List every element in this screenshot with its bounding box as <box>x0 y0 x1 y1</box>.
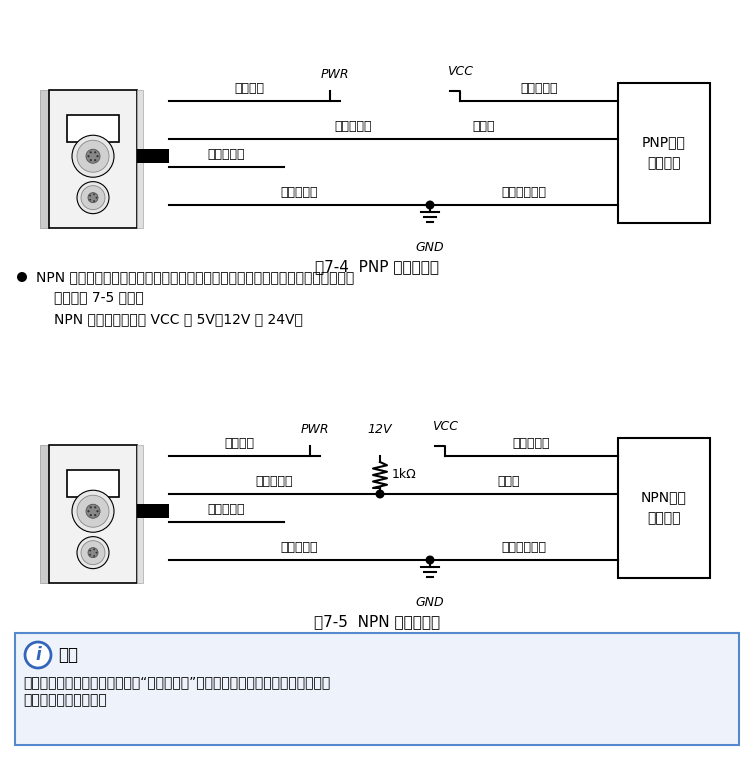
Circle shape <box>72 490 114 532</box>
Bar <box>137 504 169 518</box>
Text: 设备电源地: 设备电源地 <box>280 186 318 199</box>
Bar <box>618 83 710 223</box>
Circle shape <box>94 159 97 161</box>
Text: 差分输入负: 差分输入负 <box>208 148 245 161</box>
Text: 信号线: 信号线 <box>498 475 520 488</box>
Text: 信号线: 信号线 <box>472 120 495 133</box>
Text: 差分输入负: 差分输入负 <box>208 503 245 516</box>
Circle shape <box>96 552 97 553</box>
Text: PWR: PWR <box>301 423 329 436</box>
Text: 信号源电源: 信号源电源 <box>520 82 558 95</box>
Bar <box>137 90 143 228</box>
Circle shape <box>93 194 95 195</box>
Circle shape <box>93 555 95 557</box>
Circle shape <box>90 506 92 509</box>
Text: i: i <box>35 646 41 664</box>
Bar <box>40 90 49 228</box>
Circle shape <box>93 200 95 202</box>
Circle shape <box>94 151 97 153</box>
Text: NPN型单
端信号源: NPN型单 端信号源 <box>641 491 687 525</box>
Text: NPN 型单端信号源提供信号给设备差分输入时，设备差分输入作为单端输入使用，: NPN 型单端信号源提供信号给设备差分输入时，设备差分输入作为单端输入使用， <box>36 270 354 284</box>
Circle shape <box>96 197 97 199</box>
Bar <box>137 150 169 163</box>
Circle shape <box>90 514 92 516</box>
Circle shape <box>25 642 51 668</box>
Text: 信号源电源地: 信号源电源地 <box>501 541 547 554</box>
Text: 设备电源地: 设备电源地 <box>280 541 318 554</box>
Circle shape <box>72 135 114 178</box>
Circle shape <box>86 150 100 163</box>
Text: 差分输入正: 差分输入正 <box>335 120 372 133</box>
Circle shape <box>77 495 109 528</box>
Text: 信号源电源地: 信号源电源地 <box>501 186 547 199</box>
Bar <box>49 90 137 228</box>
Circle shape <box>87 510 90 512</box>
Bar <box>67 115 118 143</box>
Circle shape <box>77 181 109 213</box>
Circle shape <box>87 155 90 157</box>
Circle shape <box>81 540 105 565</box>
Circle shape <box>89 194 91 197</box>
Circle shape <box>77 140 109 172</box>
Circle shape <box>94 506 97 509</box>
Bar <box>618 438 710 578</box>
Circle shape <box>93 549 95 550</box>
Text: 图7-4  PNP 型单端信号: 图7-4 PNP 型单端信号 <box>315 259 439 274</box>
Text: 信号源电源: 信号源电源 <box>513 437 550 450</box>
Circle shape <box>97 510 99 512</box>
Circle shape <box>90 159 92 161</box>
Circle shape <box>375 490 385 499</box>
Circle shape <box>89 199 91 200</box>
Text: 12V: 12V <box>368 423 392 436</box>
Text: VCC: VCC <box>432 420 458 433</box>
Circle shape <box>17 272 27 282</box>
Circle shape <box>89 554 91 556</box>
Circle shape <box>88 548 98 558</box>
Text: 设备电源: 设备电源 <box>234 82 265 95</box>
Bar <box>40 445 49 583</box>
Text: 说明: 说明 <box>58 646 78 664</box>
Text: 设备电源: 设备电源 <box>225 437 255 450</box>
Circle shape <box>425 200 434 209</box>
Text: GND: GND <box>415 596 444 609</box>
Bar <box>49 445 137 583</box>
Text: PWR: PWR <box>320 68 349 81</box>
Circle shape <box>94 514 97 516</box>
Bar <box>15 633 739 745</box>
Circle shape <box>86 504 100 518</box>
Circle shape <box>97 155 99 157</box>
Circle shape <box>81 186 105 209</box>
Text: 接线如图 7-5 所示。: 接线如图 7-5 所示。 <box>54 290 144 304</box>
Text: PNP型单
端信号源: PNP型单 端信号源 <box>642 136 686 170</box>
Text: 针对单端信号触发接线，设备的“差分输入负”端需保持悬空，并建议使用绵缘封帽: 针对单端信号触发接线，设备的“差分输入负”端需保持悬空，并建议使用绵缘封帽 <box>23 675 330 689</box>
Text: 图7-5  NPN 型单端信号: 图7-5 NPN 型单端信号 <box>314 614 440 629</box>
Circle shape <box>90 151 92 153</box>
Text: NPN 型单端信号源的 VCC 为 5V、12V 或 24V。: NPN 型单端信号源的 VCC 为 5V、12V 或 24V。 <box>54 312 303 326</box>
Bar <box>67 470 118 497</box>
Circle shape <box>88 193 98 203</box>
Text: 对悬空导线进行封闭。: 对悬空导线进行封闭。 <box>23 693 107 707</box>
Circle shape <box>425 556 434 565</box>
Circle shape <box>89 550 91 552</box>
Text: GND: GND <box>415 241 444 254</box>
Text: 1kΩ: 1kΩ <box>392 468 417 481</box>
Text: VCC: VCC <box>447 65 473 78</box>
Text: 差分输入正: 差分输入正 <box>256 475 293 488</box>
Bar <box>137 445 143 583</box>
Circle shape <box>77 537 109 568</box>
